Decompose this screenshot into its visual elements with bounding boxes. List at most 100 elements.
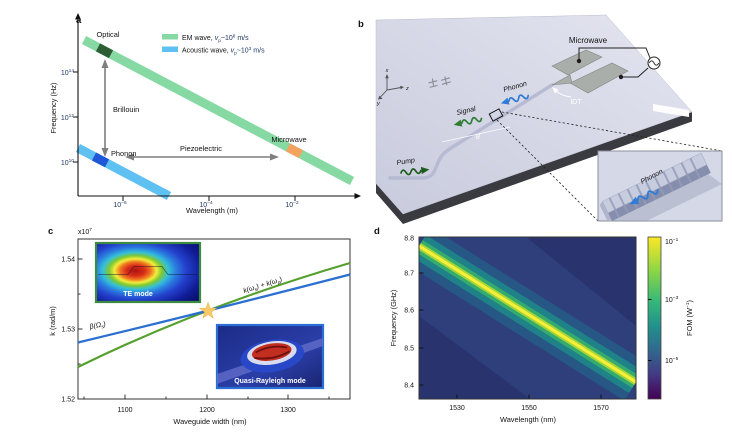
axis-z-arrowhead bbox=[400, 85, 404, 90]
theta-reference-line bbox=[441, 126, 511, 143]
y-tick-1e10: 1010 bbox=[61, 158, 74, 167]
phonon-inset: Phonon bbox=[597, 150, 723, 222]
panel-a-ticks bbox=[73, 71, 296, 201]
displacement-mound bbox=[240, 339, 305, 373]
panel-d-label: d bbox=[374, 226, 380, 237]
panel-b: x z y Microwave IDT Phonon Signal bbox=[375, 14, 723, 224]
quasi-rayleigh-inset: Quasi-Rayleigh mode bbox=[215, 323, 325, 390]
sine-glyph bbox=[648, 60, 660, 66]
idt-callout-arrow bbox=[552, 87, 572, 98]
x-axis-arrowhead bbox=[354, 193, 361, 199]
d-ytick-88: 8.8 bbox=[404, 236, 414, 243]
y-axis-arrowhead bbox=[75, 13, 81, 20]
axis-y-arrowhead bbox=[378, 95, 383, 100]
waveguide-cross-section-outline bbox=[98, 266, 198, 275]
d-ytick-84: 8.4 bbox=[404, 383, 414, 390]
d-xtick-1550: 1550 bbox=[521, 405, 537, 412]
x-tick-1e-2: 10−2 bbox=[285, 200, 299, 209]
panel-a-axes bbox=[77, 18, 356, 197]
te-mode-inset: TE mode bbox=[94, 241, 202, 304]
microwave-patch bbox=[285, 143, 304, 159]
d-ytick-85: 8.5 bbox=[404, 346, 414, 353]
brillouin-arrow bbox=[101, 59, 109, 157]
idt-pad-lower bbox=[569, 62, 629, 94]
callout-line-upper bbox=[501, 111, 723, 152]
c-ytick-152: 1.52 bbox=[61, 397, 75, 404]
idt-structure bbox=[551, 47, 661, 94]
piezoelectric-annotation: Piezoelectric bbox=[180, 144, 222, 153]
c-xtick-1200: 1200 bbox=[199, 407, 215, 414]
idt-pad-upper bbox=[551, 49, 603, 76]
y-tick-1e14: 1014 bbox=[61, 68, 74, 77]
cbar-tick-1e-5: 10−5 bbox=[665, 356, 679, 365]
cbar-tick-1e-3: 10−3 bbox=[665, 295, 679, 304]
axes-triad: x z y bbox=[376, 68, 409, 107]
acoustic-legend-swatch bbox=[162, 46, 178, 52]
signal-wave-label: Signal bbox=[456, 106, 477, 117]
ridge-shadow bbox=[614, 174, 722, 221]
zoom-region-box bbox=[488, 108, 504, 122]
chip-edge-highlight bbox=[653, 104, 689, 117]
panel-c-label: c bbox=[48, 226, 54, 237]
panel-d-y-label: Frequency (GHz) bbox=[389, 290, 398, 347]
axis-z-label: z bbox=[405, 86, 409, 92]
c-ytick-154: 1.54 bbox=[61, 257, 75, 264]
optical-patch bbox=[95, 43, 114, 59]
panel-c-y-label: k (rad/m) bbox=[48, 306, 57, 336]
panel-c-ticks bbox=[78, 258, 330, 400]
fom-heatmap bbox=[418, 236, 637, 400]
microwave-port-label: Microwave bbox=[569, 36, 608, 45]
theta-label: θ bbox=[476, 134, 480, 141]
chip-logo-mark bbox=[428, 76, 451, 88]
corrugated-ridge bbox=[599, 152, 711, 221]
piezoelectric-arrow bbox=[125, 153, 279, 161]
d-ytick-87: 8.7 bbox=[404, 271, 414, 278]
phonon-annotation: Phonon bbox=[111, 149, 136, 158]
optical-annotation: Optical bbox=[96, 30, 119, 39]
svg-text:EM wave, vp~108 m/s: EM wave, vp~108 m/s bbox=[182, 33, 249, 43]
microwave-annotation: Microwave bbox=[271, 135, 306, 144]
panel-a-x-label: Wavelength (m) bbox=[186, 206, 238, 215]
axis-x-arrowhead bbox=[385, 74, 389, 79]
panel-d-x-label: Wavelength (nm) bbox=[500, 415, 556, 424]
acoustic-wave-band bbox=[75, 144, 172, 200]
waveguide bbox=[388, 83, 554, 180]
d-xtick-1530: 1530 bbox=[449, 405, 465, 412]
panel-d: 8.8 8.7 8.6 8.5 8.4 1530 1550 1570 Wavel… bbox=[389, 236, 694, 425]
panel-b-label: b bbox=[358, 19, 364, 30]
c-xtick-1300: 1300 bbox=[280, 407, 296, 414]
panel-c: 1.54 1.53 1.52 1100 1200 1300 x107 Waveg… bbox=[48, 227, 351, 426]
d-xtick-1570: 1570 bbox=[593, 405, 609, 412]
x-tick-1e-6: 10−6 bbox=[113, 200, 127, 209]
c-ytick-153: 1.53 bbox=[61, 327, 75, 334]
c-scale-factor: x107 bbox=[78, 227, 92, 236]
svg-text:Acoustic wave, vp~103 m/s: Acoustic wave, vp~103 m/s bbox=[182, 46, 265, 56]
wire-lower bbox=[621, 67, 649, 78]
panel-c-x-label: Waveguide width (nm) bbox=[173, 417, 246, 426]
callout-line-lower bbox=[496, 119, 599, 222]
em-legend-swatch bbox=[162, 34, 178, 40]
panel-a: 1014 1012 1010 10−6 10−4 10−2 Wavelength… bbox=[49, 13, 361, 215]
phase-matching-star bbox=[198, 301, 218, 319]
em-wave-band bbox=[81, 36, 355, 185]
c-xtick-1100: 1100 bbox=[117, 407, 132, 414]
fom-colorbar: 10−1 10−3 10−5 FOM (W−1) bbox=[647, 236, 694, 400]
cbar-tick-1e-1: 10−1 bbox=[665, 237, 679, 246]
wire-upper bbox=[578, 47, 651, 61]
idt-label: IDT bbox=[570, 99, 582, 106]
brillouin-annotation: Brillouin bbox=[113, 105, 139, 114]
x-tick-1e-4: 10−4 bbox=[199, 200, 213, 209]
panel-a-legend: EM wave, vp~108 m/s Acoustic wave, vp~10… bbox=[162, 33, 265, 56]
panel-a-label: a bbox=[76, 15, 82, 26]
beta-curve-label: β(Ωs) bbox=[88, 321, 107, 333]
axis-y-label: y bbox=[376, 101, 381, 107]
panel-d-ticks bbox=[419, 272, 602, 399]
pump-wave-label: Pump bbox=[396, 157, 415, 167]
axis-x-label: x bbox=[385, 68, 389, 74]
te-inset-label: TE mode bbox=[123, 291, 153, 298]
qr-inset-label: Quasi-Rayleigh mode bbox=[234, 378, 306, 385]
phonon-patch bbox=[91, 152, 110, 168]
y-tick-1e12: 1012 bbox=[61, 113, 74, 122]
cbar-axis-label: FOM (W−1) bbox=[685, 300, 694, 336]
